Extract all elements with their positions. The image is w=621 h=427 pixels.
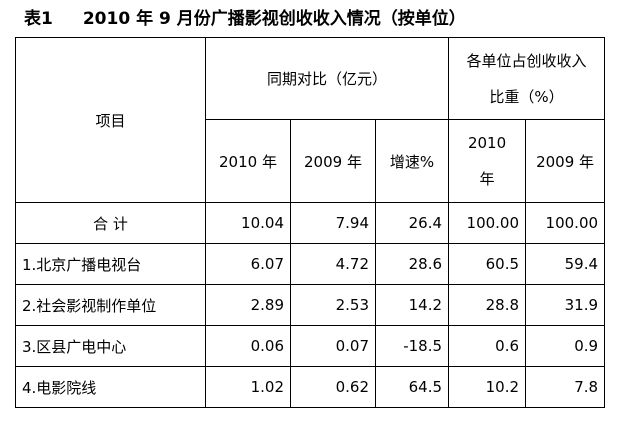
cell: 0.9 bbox=[525, 325, 606, 367]
cell: 2.53 bbox=[290, 284, 376, 326]
cell: 26.4 bbox=[374, 202, 450, 244]
cell: 0.07 bbox=[290, 325, 376, 367]
cell: 0.06 bbox=[205, 325, 291, 367]
cell: 6.07 bbox=[205, 243, 291, 285]
data-row: 合 计 10.04 7.94 26.4 100.00 100.00 bbox=[15, 202, 606, 244]
cell: 10.04 bbox=[205, 202, 291, 244]
row-label: 合 计 bbox=[15, 202, 206, 244]
data-row: 2.社会影视制作单位 2.89 2.53 14.2 28.8 31.9 bbox=[15, 284, 606, 326]
row-label: 3.区县广电中心 bbox=[15, 325, 206, 367]
header-cell: 同期对比（亿元） bbox=[204, 37, 450, 120]
row-label: 2.社会影视制作单位 bbox=[15, 284, 206, 326]
cell: 7.94 bbox=[290, 202, 376, 244]
header-cell: 增速% bbox=[374, 119, 450, 203]
header-row: 项目 同期对比（亿元） 各单位占创收收入比重（%） bbox=[15, 37, 606, 203]
header-cell: 2009 年 bbox=[290, 119, 376, 203]
cell: 64.5 bbox=[374, 366, 450, 408]
header-cell: 2010 年 bbox=[448, 119, 527, 203]
cell: 28.8 bbox=[448, 284, 527, 326]
cell: 28.6 bbox=[374, 243, 450, 285]
cell: 1.02 bbox=[205, 366, 291, 408]
cell: 31.9 bbox=[525, 284, 606, 326]
table-body: 项目 同期对比（亿元） 各单位占创收收入比重（%） 2010 年 2009 年 … bbox=[15, 37, 606, 408]
cell: 14.2 bbox=[374, 284, 450, 326]
header-cell: 2009 年 bbox=[525, 119, 606, 203]
title: 表1 2010 年 9 月份广播影视创收收入情况（按单位） bbox=[24, 4, 466, 29]
cell: 4.72 bbox=[290, 243, 376, 285]
cell: 7.8 bbox=[525, 366, 606, 408]
cell: 100.00 bbox=[448, 202, 527, 244]
cell: 100.00 bbox=[525, 202, 606, 244]
header-cell: 项目 bbox=[15, 37, 206, 203]
data-row: 3.区县广电中心 0.06 0.07 -18.5 0.6 0.9 bbox=[15, 325, 606, 367]
row-label: 1.北京广播电视台 bbox=[15, 243, 206, 285]
header-cell: 各单位占创收收入比重（%） bbox=[448, 37, 606, 120]
data-row: 4.电影院线 1.02 0.62 64.5 10.2 7.8 bbox=[15, 366, 606, 408]
cell: 2.89 bbox=[205, 284, 291, 326]
header-row: 2010 年 2009 年 增速% 2010 年 2009 年 bbox=[16, 119, 606, 203]
cell: 0.6 bbox=[448, 325, 527, 367]
title-label: 表1 bbox=[24, 9, 53, 29]
header-cell: 2010 年 bbox=[205, 119, 291, 203]
cell: -18.5 bbox=[374, 325, 450, 367]
row-label: 4.电影院线 bbox=[15, 366, 206, 408]
table: 项目 同期对比（亿元） 各单位占创收收入比重（%） 2010 年 2009 年 … bbox=[15, 37, 606, 408]
title-text: 2010 年 9 月份广播影视创收收入情况（按单位） bbox=[82, 9, 466, 29]
cell: 10.2 bbox=[448, 366, 527, 408]
cell: 0.62 bbox=[290, 366, 376, 408]
data-row: 1.北京广播电视台 6.07 4.72 28.6 60.5 59.4 bbox=[15, 243, 606, 285]
cell: 59.4 bbox=[525, 243, 606, 285]
cell: 60.5 bbox=[448, 243, 527, 285]
